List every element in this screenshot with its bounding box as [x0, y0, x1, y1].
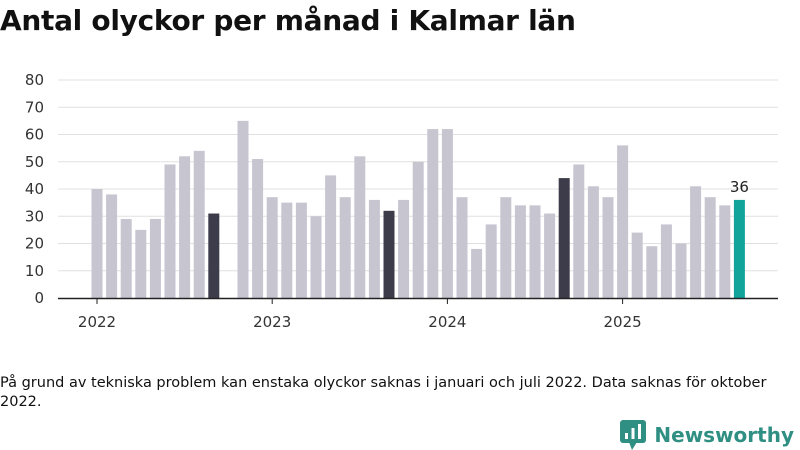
y-axis-ticks: 0 10 20 30 40 50 60 70 80: [25, 71, 44, 307]
bar-2024-02: [456, 197, 468, 298]
bar-2025-08: [719, 205, 731, 298]
bar-2025-09: [733, 199, 745, 298]
y-tick-label: 50: [25, 153, 44, 171]
bar-2022-08: [193, 150, 205, 298]
bar-2022-05: [149, 218, 161, 298]
bar-2025-01: [617, 145, 629, 298]
bar-2023-11: [412, 161, 424, 298]
bar-2022-11: [237, 120, 249, 298]
data-label: 36: [730, 178, 749, 196]
bar-2023-07: [354, 156, 366, 298]
y-tick-label: 0: [34, 289, 44, 307]
bar-2023-03: [295, 202, 307, 298]
brand-name: Newsworthy: [654, 423, 794, 447]
x-tick-label: 2024: [428, 313, 466, 331]
bar-2023-01: [266, 197, 278, 298]
x-tick-label: 2022: [78, 313, 116, 331]
bar-2023-10: [398, 199, 410, 298]
bar-2022-07: [179, 156, 191, 298]
y-tick-label: 80: [25, 71, 44, 89]
bar-2024-03: [471, 248, 483, 298]
bar-2022-03: [120, 218, 132, 298]
bar-2024-04: [485, 224, 497, 298]
bar-2023-02: [281, 202, 293, 298]
bar-2024-07: [529, 205, 541, 298]
y-tick-label: 60: [25, 126, 44, 144]
newsworthy-logo-icon: [620, 420, 647, 450]
bar-2024-11: [587, 186, 599, 298]
y-tick-label: 70: [25, 98, 44, 116]
chart-title: Antal olyckor per månad i Kalmar län: [0, 4, 576, 37]
x-axis-ticks: 2022 2023 2024 2025: [78, 298, 642, 331]
brand-logo: Newsworthy: [620, 420, 794, 450]
x-tick-label: 2025: [604, 313, 642, 331]
bar-2025-03: [646, 246, 658, 298]
bar-2022-06: [164, 164, 176, 298]
bar-2025-04: [660, 224, 672, 298]
y-tick-label: 40: [25, 180, 44, 198]
y-tick-label: 10: [25, 262, 44, 280]
bar-2023-05: [325, 175, 337, 298]
bar-2024-06: [514, 205, 526, 298]
bar-2024-12: [602, 197, 614, 298]
bar-2023-06: [339, 197, 351, 298]
bar-2022-04: [135, 229, 147, 298]
footnote: På grund av tekniska problem kan enstaka…: [0, 375, 767, 410]
bar-2022-09: [208, 213, 220, 298]
bar-2023-12: [427, 129, 439, 298]
data-labels: 36: [730, 178, 749, 196]
y-tick-label: 30: [25, 207, 44, 225]
bar-2025-02: [631, 232, 643, 298]
bar-2023-09: [383, 210, 395, 298]
bars: [91, 120, 745, 298]
bar-2024-09: [558, 178, 570, 298]
bar-2024-10: [573, 164, 585, 298]
bar-2024-08: [544, 213, 556, 298]
bar-2025-05: [675, 243, 687, 298]
bar-chart: 0 10 20 30 40 50 60 70 80 2022 2023 2024 2025 36: [25, 71, 778, 331]
y-tick-label: 20: [25, 235, 44, 253]
bar-2022-01: [91, 189, 103, 298]
bar-2025-07: [704, 197, 716, 298]
bar-2024-01: [441, 129, 453, 298]
bar-2022-12: [252, 159, 264, 298]
bar-2022-02: [106, 194, 118, 298]
bar-2024-05: [500, 197, 512, 298]
x-tick-label: 2023: [253, 313, 291, 331]
bar-2025-06: [690, 186, 702, 298]
bar-2023-08: [368, 199, 380, 298]
bar-2023-04: [310, 216, 322, 298]
